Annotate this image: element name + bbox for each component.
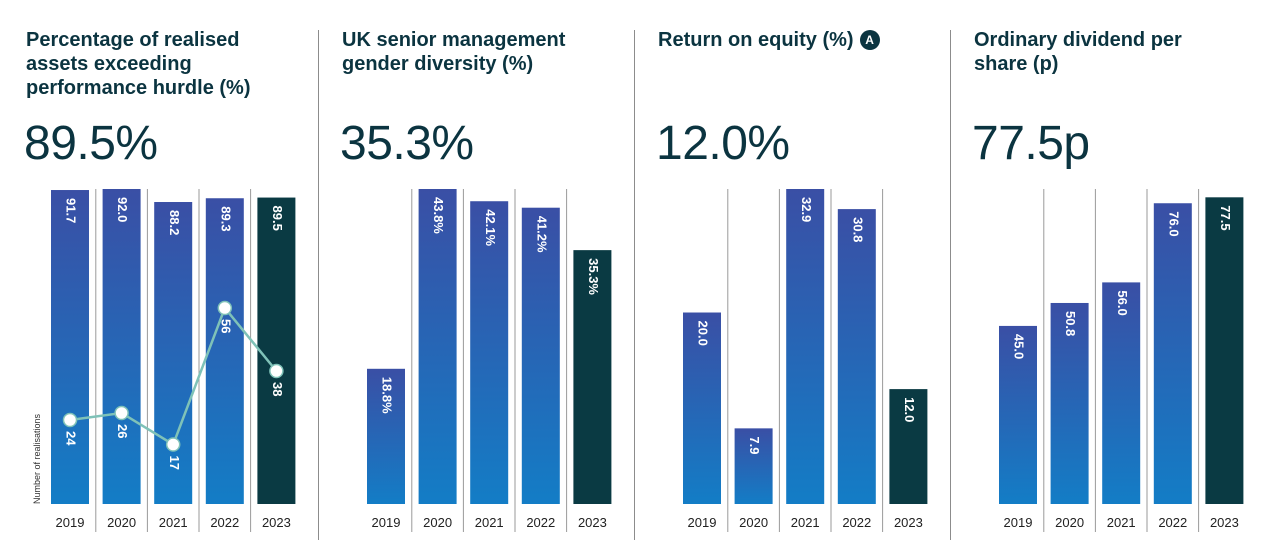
- bar-value-label: 12.0: [902, 397, 917, 422]
- x-tick-label: 2022: [842, 515, 871, 530]
- bar-2019: [51, 190, 89, 505]
- headline-value: 35.3%: [340, 117, 474, 170]
- bar-value-label: 50.8: [1063, 311, 1078, 336]
- bar-chart: 18.8% 2019 43.8% 2020 42.1% 2021 41.2% 2022 35.3…: [367, 189, 612, 532]
- headline-value: 89.5%: [24, 117, 158, 170]
- bar-value-label: 18.8%: [380, 377, 395, 414]
- bar-value-label: 92.0: [115, 197, 130, 222]
- chart-title: UK senior management gender diversity (%…: [342, 29, 566, 75]
- x-tick-label: 2022: [526, 515, 555, 530]
- bar-2020: [102, 189, 141, 504]
- bar-chart: 20.0 2019 7.9 2020 32.9 2021 30.8 2022 12.0 2023: [683, 189, 928, 532]
- realisations-point: [114, 405, 129, 421]
- x-tick-label: 2021: [159, 515, 188, 530]
- bar-2019: [683, 312, 721, 504]
- bar-value-label: 41.2%: [534, 216, 549, 253]
- bar-value-label: 20.0: [696, 321, 711, 346]
- chart-panel-dividend: Ordinary dividend per share (p) 77.5p 45…: [948, 0, 1264, 547]
- bar-value-label: 77.5: [1218, 205, 1233, 230]
- x-tick-label: 2023: [1210, 515, 1239, 530]
- bar-value-label: 89.5: [270, 206, 285, 231]
- x-tick-label: 2020: [1055, 515, 1084, 530]
- bar-2021: [786, 189, 825, 504]
- bar-2019: [999, 325, 1037, 504]
- chart-title: Percentage of realised assets exceeding …: [26, 29, 251, 99]
- bar-2023: [889, 389, 928, 504]
- chart-panel-gender-diversity: UK senior management gender diversity (%…: [316, 0, 632, 547]
- bar-value-label: 35.3%: [586, 258, 601, 295]
- bar-2022: [837, 209, 876, 504]
- realisations-point: [165, 437, 181, 452]
- bar-2022: [521, 207, 560, 505]
- bar-value-label: 56.0: [1115, 290, 1130, 315]
- bar-value-label: 7.9: [747, 436, 762, 454]
- bar-2021: [470, 201, 509, 505]
- realisations-point: [217, 300, 233, 316]
- bar-value-label: 76.0: [1166, 211, 1181, 236]
- bar-2022: [1153, 203, 1192, 505]
- headline-value: 77.5p: [972, 117, 1090, 170]
- x-tick-label: 2021: [791, 515, 820, 530]
- x-tick-label: 2021: [475, 515, 504, 530]
- realisations-label: 26: [115, 424, 130, 438]
- bar-2020: [734, 428, 773, 504]
- bar-2020: [1050, 302, 1089, 504]
- badge-icon: A: [859, 30, 880, 50]
- realisations-label: 56: [218, 319, 233, 333]
- x-tick-label: 2019: [688, 515, 717, 530]
- chart-title: Return on equity (%) A: [658, 28, 938, 52]
- x-tick-label: 2022: [210, 515, 239, 530]
- bar-chart: 45.0 2019 50.8 2020 56.0 2021 76.0 2022 77.5 2023: [999, 189, 1244, 532]
- x-tick-label: 2020: [739, 515, 768, 530]
- x-tick-label: 2019: [56, 515, 85, 530]
- bar-2023: [1205, 197, 1244, 504]
- x-tick-label: 2023: [894, 515, 923, 530]
- bar-chart: 91.7 2019 92.0 2020 88.2 2021 89.3 2022 89.5 2023…: [51, 189, 296, 532]
- bar-value-label: 45.0: [1012, 334, 1027, 359]
- realisations-label: 24: [64, 431, 79, 446]
- x-tick-label: 2019: [1004, 515, 1033, 530]
- panel-divider: [950, 30, 951, 540]
- panel-divider: [634, 30, 635, 540]
- bar-2023: [573, 250, 612, 504]
- x-tick-label: 2022: [1158, 515, 1187, 530]
- x-tick-label: 2021: [1107, 515, 1136, 530]
- secondary-axis-label: Number of realisations: [32, 413, 42, 504]
- bar-value-label: 88.2: [167, 210, 182, 235]
- realisations-point: [269, 363, 284, 379]
- bar-value-label: 30.8: [850, 217, 865, 242]
- realisations-label: 17: [167, 456, 182, 470]
- bar-2021: [154, 202, 193, 504]
- panel-divider: [318, 30, 319, 540]
- bar-value-label: 89.3: [218, 206, 233, 231]
- bar-2019: [367, 368, 405, 504]
- headline-value: 12.0%: [656, 117, 790, 170]
- bar-2023: [257, 197, 296, 504]
- bar-2021: [1102, 282, 1141, 504]
- bar-value-label: 32.9: [799, 197, 814, 222]
- bar-2022: [205, 198, 244, 504]
- x-tick-label: 2023: [262, 515, 291, 530]
- x-tick-label: 2020: [423, 515, 452, 530]
- x-tick-label: 2020: [107, 515, 136, 530]
- x-tick-label: 2023: [578, 515, 607, 530]
- chart-panel-return-on-equity: Return on equity (%) A 12.0% 20.0 2019 7.9 2…: [632, 0, 948, 547]
- x-tick-label: 2019: [372, 515, 401, 530]
- realisations-label: 38: [270, 382, 285, 396]
- bar-value-label: 43.8%: [431, 197, 446, 234]
- bar-2020: [418, 189, 457, 504]
- chart-panel-realised-assets: Percentage of realised assets exceeding …: [0, 0, 316, 547]
- bar-value-label: 42.1%: [483, 209, 498, 246]
- chart-title: Ordinary dividend per share (p): [974, 29, 1182, 75]
- realisations-point: [62, 412, 78, 428]
- bar-value-label: 91.7: [64, 198, 79, 223]
